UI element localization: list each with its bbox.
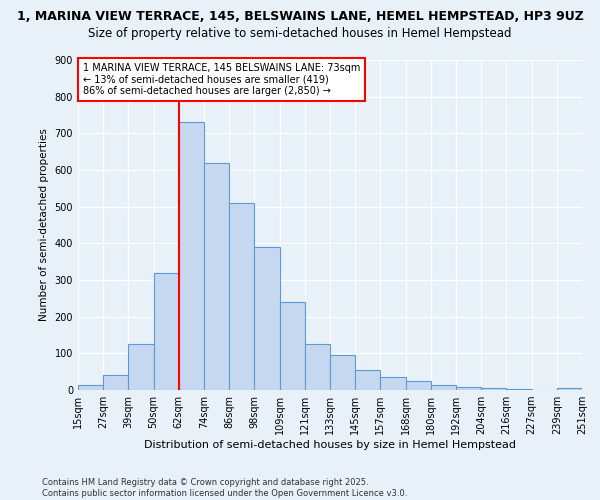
Bar: [128, 344, 154, 390]
Bar: [330, 355, 355, 390]
Bar: [78, 384, 103, 390]
Bar: [305, 344, 330, 390]
Y-axis label: Number of semi-detached properties: Number of semi-detached properties: [39, 128, 49, 322]
Bar: [254, 247, 280, 390]
Bar: [406, 381, 431, 390]
Bar: [154, 272, 179, 390]
Text: 1 MARINA VIEW TERRACE, 145 BELSWAINS LANE: 73sqm
← 13% of semi-detached houses a: 1 MARINA VIEW TERRACE, 145 BELSWAINS LAN…: [83, 64, 361, 96]
Bar: [103, 376, 128, 390]
Bar: [204, 162, 229, 390]
Text: 1, MARINA VIEW TERRACE, 145, BELSWAINS LANE, HEMEL HEMPSTEAD, HP3 9UZ: 1, MARINA VIEW TERRACE, 145, BELSWAINS L…: [17, 10, 583, 23]
Bar: [280, 302, 305, 390]
Bar: [557, 388, 582, 390]
Bar: [380, 377, 406, 390]
Bar: [456, 387, 481, 390]
X-axis label: Distribution of semi-detached houses by size in Hemel Hempstead: Distribution of semi-detached houses by …: [144, 440, 516, 450]
Bar: [481, 388, 506, 390]
Text: Contains HM Land Registry data © Crown copyright and database right 2025.
Contai: Contains HM Land Registry data © Crown c…: [42, 478, 407, 498]
Bar: [355, 370, 380, 390]
Text: Size of property relative to semi-detached houses in Hemel Hempstead: Size of property relative to semi-detach…: [88, 28, 512, 40]
Bar: [431, 384, 456, 390]
Bar: [229, 203, 254, 390]
Bar: [179, 122, 204, 390]
